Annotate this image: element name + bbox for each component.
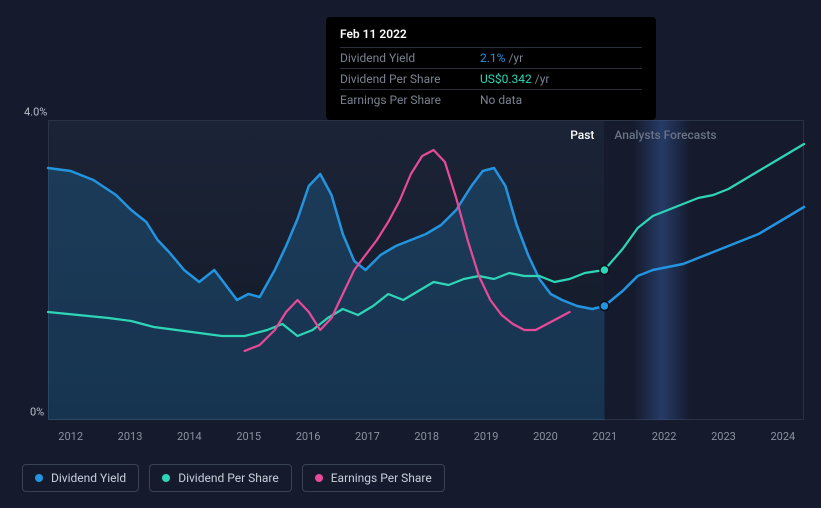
y-axis-max-label: 4.0% <box>24 106 47 119</box>
x-tick: 2018 <box>414 430 439 443</box>
chart-tooltip: Feb 11 2022 Dividend Yield2.1%/yrDividen… <box>326 17 656 120</box>
tooltip-row: Dividend Yield2.1%/yr <box>340 47 642 68</box>
x-tick: 2023 <box>711 430 736 443</box>
x-axis: 2012 2013 2014 2015 2016 2017 2018 2019 2020 2021… <box>48 430 804 450</box>
legend-item[interactable]: Earnings Per Share <box>302 464 445 492</box>
tooltip-row-label: Dividend Yield <box>340 51 480 65</box>
chart-svg <box>48 120 804 420</box>
x-tick: 2016 <box>296 430 321 443</box>
legend: Dividend Yield Dividend Per Share Earnings… <box>22 464 445 492</box>
tooltip-date: Feb 11 2022 <box>340 27 642 41</box>
legend-label: Earnings Per Share <box>331 471 432 485</box>
x-tick: 2021 <box>592 430 617 443</box>
x-tick: 2017 <box>355 430 380 443</box>
x-tick: 2013 <box>118 430 143 443</box>
legend-dot <box>35 474 43 482</box>
x-tick: 2024 <box>770 430 795 443</box>
tooltip-row-value: US$0.342 <box>480 72 532 86</box>
x-tick: 2019 <box>474 430 499 443</box>
x-tick: 2020 <box>533 430 558 443</box>
legend-label: Dividend Yield <box>51 471 126 485</box>
tooltip-row-label: Earnings Per Share <box>340 93 480 107</box>
legend-label: Dividend Per Share <box>178 471 279 485</box>
legend-dot <box>315 474 323 482</box>
x-tick: 2022 <box>652 430 677 443</box>
tooltip-row: Dividend Per ShareUS$0.342/yr <box>340 68 642 89</box>
tooltip-row-unit: /yr <box>508 51 523 65</box>
x-tick: 2015 <box>236 430 261 443</box>
legend-item[interactable]: Dividend Per Share <box>149 464 292 492</box>
tooltip-row-label: Dividend Per Share <box>340 72 480 86</box>
tooltip-row: Earnings Per ShareNo data <box>340 89 642 110</box>
y-axis-min-label: 0% <box>30 406 44 419</box>
tooltip-row-value: No data <box>480 93 522 107</box>
tooltip-row-value: 2.1% <box>480 51 505 65</box>
legend-dot <box>162 474 170 482</box>
chart-plot-area[interactable]: Past Analysts Forecasts <box>48 120 804 420</box>
x-tick: 2014 <box>177 430 202 443</box>
tooltip-row-unit: /yr <box>535 72 550 86</box>
x-tick: 2012 <box>58 430 83 443</box>
legend-item[interactable]: Dividend Yield <box>22 464 139 492</box>
